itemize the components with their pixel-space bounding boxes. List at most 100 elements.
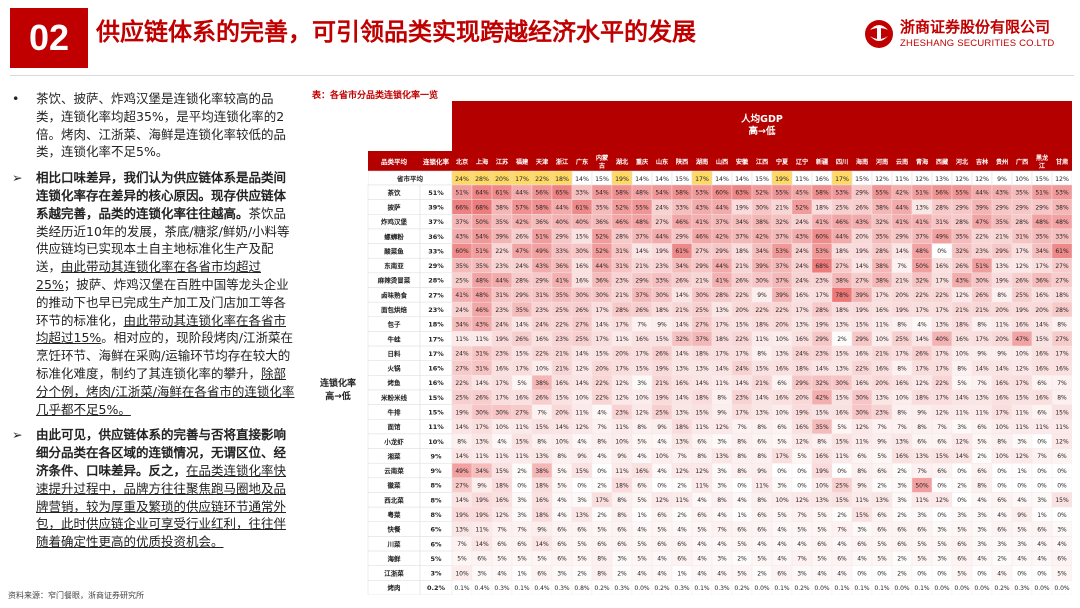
category-label: 烤肉 bbox=[388, 583, 402, 592]
heatmap-value: 10% bbox=[995, 424, 1009, 431]
heatmap-value: 14% bbox=[595, 321, 609, 328]
heatmap-value: 5% bbox=[917, 556, 927, 563]
heatmap-value: 5% bbox=[957, 380, 967, 387]
heatmap-value: 10% bbox=[775, 497, 789, 504]
heatmap-value: 37% bbox=[735, 234, 749, 241]
province-avg-value: 13% bbox=[935, 176, 949, 183]
heatmap-value: 18% bbox=[695, 351, 709, 358]
province-label: 上海 bbox=[476, 158, 489, 166]
heatmap-value: 14% bbox=[855, 263, 869, 270]
heatmap-value: 11% bbox=[675, 497, 689, 504]
heatmap-value: 6% bbox=[577, 526, 587, 533]
heatmap-value: 13% bbox=[875, 497, 889, 504]
heatmap-value: 39% bbox=[855, 292, 869, 299]
heatmap-value: 9% bbox=[657, 321, 667, 328]
heatmap-value: 61% bbox=[675, 248, 689, 255]
category-avg-value: 39% bbox=[428, 203, 444, 211]
heatmap-value: 10% bbox=[815, 482, 829, 489]
heatmap-value: 14% bbox=[675, 321, 689, 328]
heatmap-value: 27% bbox=[455, 365, 469, 372]
heatmap-value: 61% bbox=[1055, 248, 1069, 255]
heatmap-value: 53% bbox=[815, 248, 829, 255]
heatmap-value: 60% bbox=[455, 248, 469, 255]
heatmap-value: 11% bbox=[755, 482, 769, 489]
heatmap-value: 40% bbox=[575, 219, 589, 226]
heatmap-value: 17% bbox=[935, 277, 949, 284]
heatmap-value: 22% bbox=[595, 380, 609, 387]
category-avg-value: 17% bbox=[428, 335, 444, 343]
heatmap-value: 0% bbox=[737, 482, 747, 489]
province-avg-row-title: 省市平均 bbox=[396, 174, 424, 183]
heatmap-value: 11% bbox=[695, 424, 709, 431]
chain-rate-heatmap-table: 人均GDP高→低品类平均 连锁化率 北京 上海 江苏 福建 天津 浙江 广东内蒙古湖北 重庆 山东陕… bbox=[308, 101, 1072, 595]
heatmap-value: 8% bbox=[597, 439, 607, 446]
heatmap-value: 6% bbox=[817, 541, 827, 548]
heatmap-value: 24% bbox=[495, 321, 509, 328]
heatmap-value: 20% bbox=[875, 380, 889, 387]
heatmap-value: 26% bbox=[675, 277, 689, 284]
category-label: 粤菜 bbox=[388, 510, 402, 519]
heatmap-value: 8% bbox=[897, 365, 907, 372]
category-avg-value: 51% bbox=[428, 189, 444, 197]
heatmap-value: 20% bbox=[735, 307, 749, 314]
heatmap-value: 15% bbox=[515, 439, 529, 446]
heatmap-value: 4% bbox=[1037, 541, 1047, 548]
category-avg-value: 5% bbox=[430, 555, 442, 563]
bullet-1-text: 茶饮、披萨、炸鸡汉堡是连锁化率较高的品类，连锁化率均超35%，是平均连锁化率的2… bbox=[36, 91, 287, 160]
heatmap-value: 5% bbox=[1057, 570, 1067, 577]
heatmap-value: 37% bbox=[715, 219, 729, 226]
heatmap-value: 16% bbox=[495, 365, 509, 372]
heatmap-value: 51% bbox=[975, 263, 989, 270]
heatmap-value: 0.0% bbox=[814, 585, 830, 592]
heatmap-value: 2% bbox=[757, 570, 767, 577]
heatmap-value: 0.8% bbox=[574, 585, 590, 592]
heatmap-value: 9% bbox=[477, 482, 487, 489]
heatmap-value: 11% bbox=[715, 380, 729, 387]
heatmap-value: 6% bbox=[977, 468, 987, 475]
heatmap-value: 23% bbox=[655, 263, 669, 270]
heatmap-value: 14% bbox=[915, 336, 929, 343]
heatmap-value: 16% bbox=[515, 395, 529, 402]
heatmap-value: 10% bbox=[555, 439, 569, 446]
heatmap-value: 21% bbox=[995, 234, 1009, 241]
heatmap-value: 17% bbox=[915, 365, 929, 372]
heatmap-value: 14% bbox=[955, 395, 969, 402]
heatmap-value: 3% bbox=[977, 512, 987, 519]
heatmap-value: 14% bbox=[575, 380, 589, 387]
heatmap-value: 5% bbox=[597, 526, 607, 533]
province-avg-value: 14% bbox=[575, 176, 589, 183]
heatmap-value: 17% bbox=[935, 365, 949, 372]
heatmap-value: 15% bbox=[575, 468, 589, 475]
heatmap-value: 5% bbox=[757, 556, 767, 563]
heatmap-value: 33% bbox=[675, 204, 689, 211]
heatmap-value: 24% bbox=[735, 365, 749, 372]
heatmap-value: 3% bbox=[977, 526, 987, 533]
heatmap-value: 49% bbox=[935, 234, 949, 241]
heatmap-value: 3% bbox=[637, 380, 647, 387]
heatmap-value: 24% bbox=[655, 204, 669, 211]
province-avg-value: 22% bbox=[535, 176, 549, 183]
heatmap-value: 6% bbox=[857, 453, 867, 460]
heatmap-value: 16% bbox=[995, 395, 1009, 402]
heatmap-value: 26% bbox=[855, 204, 869, 211]
heatmap-value: 35% bbox=[555, 292, 569, 299]
heatmap-value: 3% bbox=[897, 497, 907, 504]
heatmap-value: 44% bbox=[515, 190, 529, 197]
heatmap-value: 0% bbox=[577, 482, 587, 489]
heatmap-value: 43% bbox=[455, 234, 469, 241]
category-avg-value: 36% bbox=[428, 233, 444, 241]
heatmap-value: 7% bbox=[797, 512, 807, 519]
heatmap-value: 15% bbox=[495, 468, 509, 475]
heatmap-value: 41% bbox=[915, 219, 929, 226]
heatmap-value: 42% bbox=[815, 395, 829, 402]
heatmap-value: 18% bbox=[755, 321, 769, 328]
heatmap-value: 10% bbox=[955, 351, 969, 358]
heatmap-value: 41% bbox=[715, 277, 729, 284]
heatmap-value: 10% bbox=[775, 336, 789, 343]
heatmap-value: 24% bbox=[795, 351, 809, 358]
heatmap-value: 5% bbox=[817, 512, 827, 519]
heatmap-value: 16% bbox=[1055, 365, 1069, 372]
heatmap-value: 0.3% bbox=[494, 585, 510, 592]
heatmap-value: 2% bbox=[897, 512, 907, 519]
heatmap-value: 55% bbox=[875, 190, 889, 197]
